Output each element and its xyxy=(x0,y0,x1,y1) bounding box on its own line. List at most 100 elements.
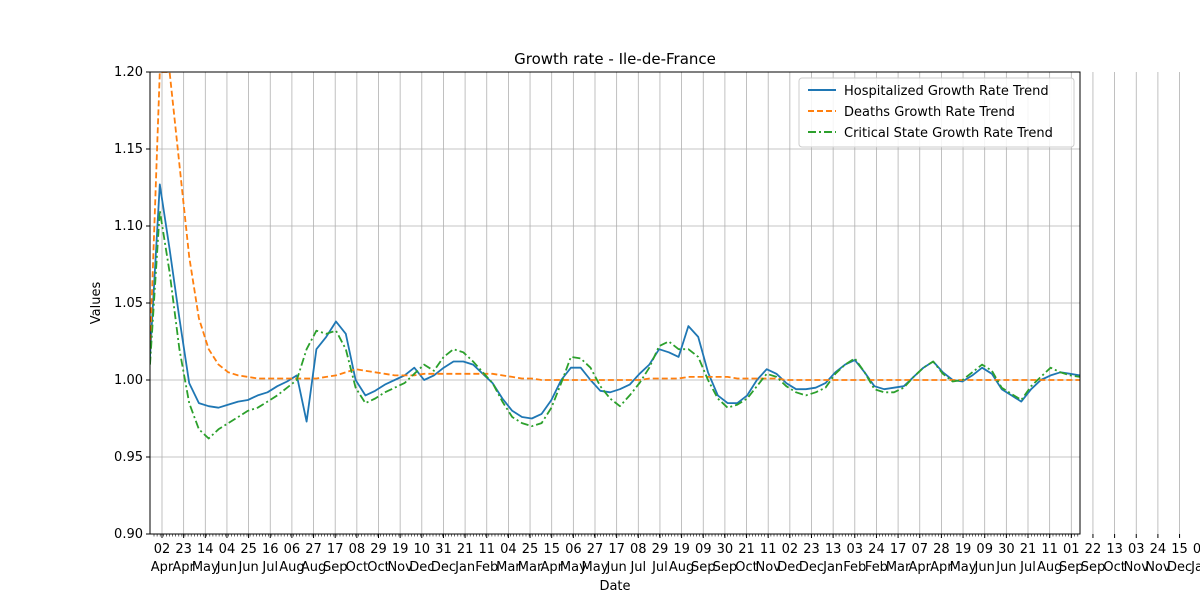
x-tick-month-label: Sep xyxy=(1059,560,1084,575)
x-tick-day-label: 31 xyxy=(435,542,452,557)
x-tick-month-label: Jan xyxy=(822,560,843,575)
x-tick-day-label: 27 xyxy=(587,542,604,557)
x-tick-day-label: 10 xyxy=(414,542,431,557)
x-tick-month-label: Oct xyxy=(1103,560,1125,575)
x-tick-day-label: 09 xyxy=(695,542,712,557)
x-tick-day-label: 09 xyxy=(976,542,993,557)
x-tick-month-label: Jun xyxy=(216,560,237,575)
x-tick-day-label: 21 xyxy=(1020,542,1037,557)
legend-label-deaths: Deaths Growth Rate Trend xyxy=(844,105,1015,120)
x-tick-day-label: 28 xyxy=(933,542,950,557)
x-tick-month-label: Mar xyxy=(518,560,543,575)
x-tick-day-label: 06 xyxy=(284,542,301,557)
x-tick-month-label: May xyxy=(192,560,219,575)
x-tick-month-label: Sep xyxy=(691,560,716,575)
y-tick-label: 1.05 xyxy=(114,296,143,311)
y-tick-label: 0.90 xyxy=(114,527,143,542)
x-tick-month-label: Apr xyxy=(930,560,953,575)
legend-label-hospitalized: Hospitalized Growth Rate Trend xyxy=(844,84,1049,99)
x-tick-month-label: Apr xyxy=(151,560,174,575)
x-tick-day-label: 01 xyxy=(1063,542,1080,557)
x-tick-day-label: 19 xyxy=(392,542,409,557)
x-tick-day-label: 30 xyxy=(998,542,1015,557)
x-tick-day-label: 15 xyxy=(543,542,560,557)
x-tick-day-label: 29 xyxy=(370,542,387,557)
x-axis-ticks: 02Apr23Apr14May04Jun25Jun16Jul06Aug27Aug… xyxy=(151,534,1200,575)
x-axis-label: Date xyxy=(599,579,630,594)
x-tick-day-label: 22 xyxy=(1085,542,1102,557)
x-tick-month-label: Jun xyxy=(974,560,995,575)
legend-label-critical: Critical State Growth Rate Trend xyxy=(844,126,1053,141)
legend: Hospitalized Growth Rate Trend Deaths Gr… xyxy=(798,77,1075,148)
x-tick-month-label: Dec xyxy=(409,560,434,575)
x-tick-month-label: May xyxy=(950,560,977,575)
x-tick-day-label: 21 xyxy=(738,542,755,557)
x-tick-month-label: Jun xyxy=(237,560,258,575)
x-tick-month-label: Sep xyxy=(1081,560,1106,575)
x-tick-day-label: 24 xyxy=(1150,542,1167,557)
x-tick-day-label: 11 xyxy=(760,542,777,557)
x-tick-month-label: Feb xyxy=(843,560,866,575)
x-tick-day-label: 17 xyxy=(608,542,625,557)
x-tick-month-label: Dec xyxy=(777,560,802,575)
x-tick-day-label: 21 xyxy=(457,542,474,557)
x-tick-day-label: 17 xyxy=(890,542,907,557)
x-tick-month-label: Oct xyxy=(735,560,757,575)
x-tick-day-label: 11 xyxy=(478,542,495,557)
grid xyxy=(150,71,1180,535)
x-tick-day-label: 30 xyxy=(717,542,734,557)
x-tick-day-label: 16 xyxy=(262,542,279,557)
x-tick-month-label: Nov xyxy=(756,560,782,575)
x-tick-day-label: 08 xyxy=(630,542,647,557)
x-tick-month-label: Dec xyxy=(799,560,824,575)
x-tick-day-label: 03 xyxy=(847,542,864,557)
x-tick-month-label: May xyxy=(582,560,609,575)
x-tick-day-label: 02 xyxy=(782,542,799,557)
x-tick-day-label: 25 xyxy=(240,542,257,557)
x-tick-day-label: 25 xyxy=(522,542,539,557)
x-tick-month-label: Jul xyxy=(629,560,646,575)
x-tick-month-label: Aug xyxy=(669,560,694,575)
x-tick-day-label: 11 xyxy=(1041,542,1058,557)
x-tick-day-label: 07 xyxy=(911,542,928,557)
x-tick-month-label: Oct xyxy=(367,560,389,575)
x-tick-day-label: 29 xyxy=(652,542,669,557)
x-tick-month-label: Aug xyxy=(301,560,326,575)
x-tick-month-label: Jan xyxy=(1190,560,1200,575)
x-tick-day-label: 19 xyxy=(955,542,972,557)
x-tick-day-label: 24 xyxy=(868,542,885,557)
x-tick-day-label: 02 xyxy=(154,542,171,557)
y-tick-label: 0.95 xyxy=(114,450,143,465)
x-tick-month-label: Nov xyxy=(387,560,413,575)
x-tick-month-label: Aug xyxy=(279,560,304,575)
x-tick-day-label: 13 xyxy=(1106,542,1123,557)
x-tick-month-label: Nov xyxy=(1145,560,1171,575)
y-axis-ticks: 0.90 0.95 1.00 1.05 1.10 1.15 1.20 xyxy=(114,65,150,542)
x-tick-month-label: Dec xyxy=(431,560,456,575)
x-tick-month-label: May xyxy=(560,560,587,575)
x-tick-month-label: Jan xyxy=(454,560,475,575)
x-tick-month-label: Jul xyxy=(651,560,668,575)
x-tick-month-label: Jul xyxy=(261,560,278,575)
y-tick-label: 1.00 xyxy=(114,373,143,388)
x-tick-month-label: Dec xyxy=(1167,560,1192,575)
x-tick-day-label: 08 xyxy=(349,542,366,557)
x-tick-month-label: Apr xyxy=(540,560,563,575)
legend-box xyxy=(798,77,1075,148)
x-tick-day-label: 23 xyxy=(175,542,192,557)
series-layer xyxy=(150,72,1080,440)
y-axis-label: Values xyxy=(89,282,104,325)
x-tick-day-label: 15 xyxy=(1171,542,1188,557)
chart-title: Growth rate - Ile-de-France xyxy=(514,50,716,68)
x-tick-day-label: 05 xyxy=(1193,542,1200,557)
x-tick-month-label: Sep xyxy=(323,560,348,575)
x-tick-month-label: Jun xyxy=(995,560,1016,575)
x-tick-month-label: Apr xyxy=(172,560,195,575)
x-tick-day-label: 04 xyxy=(219,542,236,557)
series-critical-line xyxy=(150,209,1080,440)
y-tick-label: 1.10 xyxy=(114,219,143,234)
y-tick-label: 1.15 xyxy=(114,142,143,157)
x-tick-day-label: 14 xyxy=(197,542,214,557)
